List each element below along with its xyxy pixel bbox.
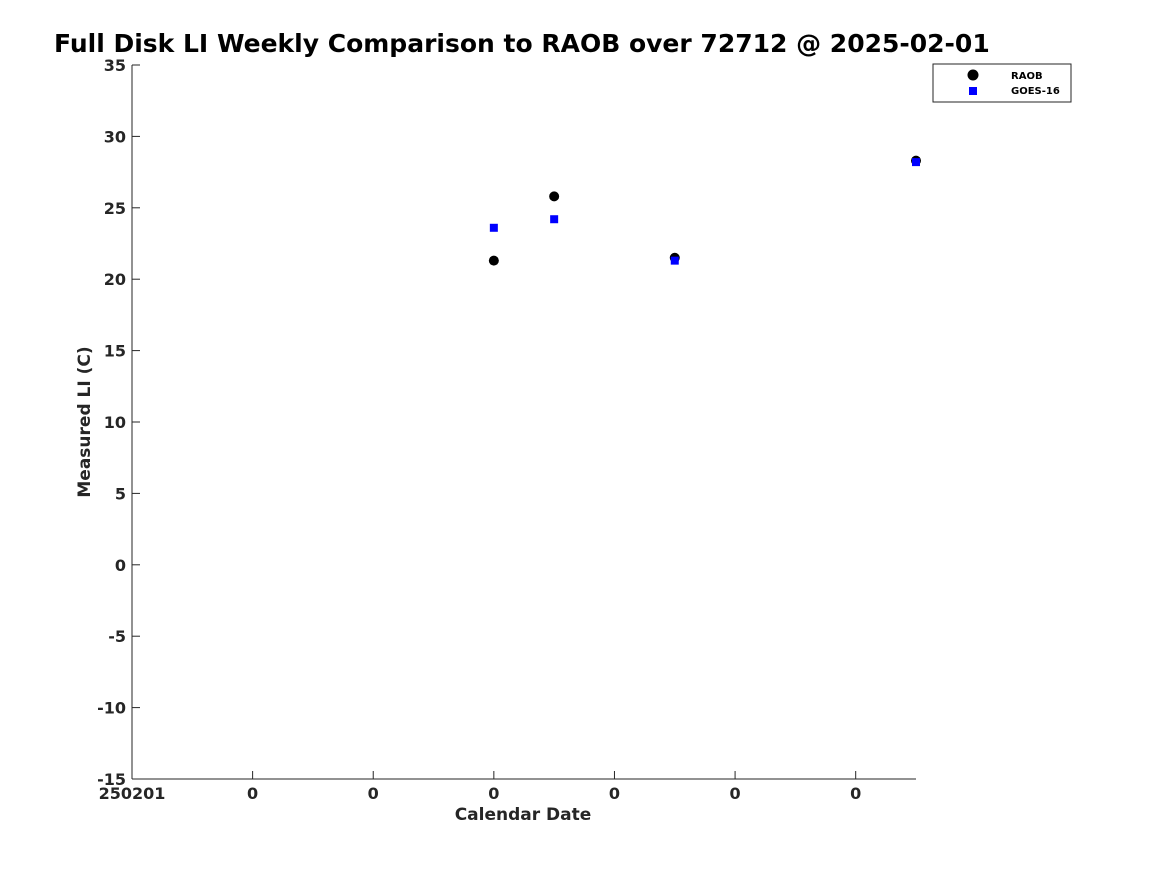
raob-point [488,255,499,266]
x-tick-label: 0 [730,784,741,803]
legend-goes16-marker [969,87,977,95]
x-tick-label: 0 [488,784,499,803]
data-points [488,155,921,266]
y-tick-label: 25 [104,199,126,218]
goes16-point [912,158,920,167]
legend-box [932,63,1072,103]
chart-title: Full Disk LI Weekly Comparison to RAOB o… [54,29,990,58]
y-tick-label: 10 [104,413,126,432]
series-raob [488,155,921,266]
goes16-point [550,215,559,224]
goes16-point [489,223,498,232]
y-axis-ticks: 35 30 25 20 15 10 5 0 -5 -10 -15 [97,56,140,789]
y-tick-label: 15 [104,342,126,361]
y-tick-label: -15 [97,770,126,789]
series-goes-16 [489,158,920,265]
y-tick-label: -10 [97,699,126,718]
x-tick-label: 0 [368,784,379,803]
legend-goes16-label: GOES-16 [1011,86,1060,97]
axes [131,65,916,780]
x-axis-label: Calendar Date [455,805,592,825]
x-tick-label: 0 [247,784,258,803]
y-tick-label: -5 [108,627,126,646]
legend-raob-label: RAOB [1011,71,1043,82]
raob-point [549,191,560,202]
x-axis-ticks: 250201 0 0 0 0 0 0 [99,771,861,803]
x-tick-label: 0 [609,784,620,803]
y-axis-label: Measured LI (C) [75,346,95,497]
y-tick-label: 20 [104,270,126,289]
legend: RAOB GOES-16 [932,63,1072,103]
y-tick-label: 30 [104,127,126,146]
y-tick-label: 5 [115,484,126,503]
x-tick-label: 250201 [99,784,166,803]
y-tick-label: 35 [104,56,126,75]
x-tick-label: 0 [850,784,861,803]
legend-raob-marker [967,69,979,81]
goes16-point [670,256,679,265]
y-tick-label: 0 [115,556,126,575]
